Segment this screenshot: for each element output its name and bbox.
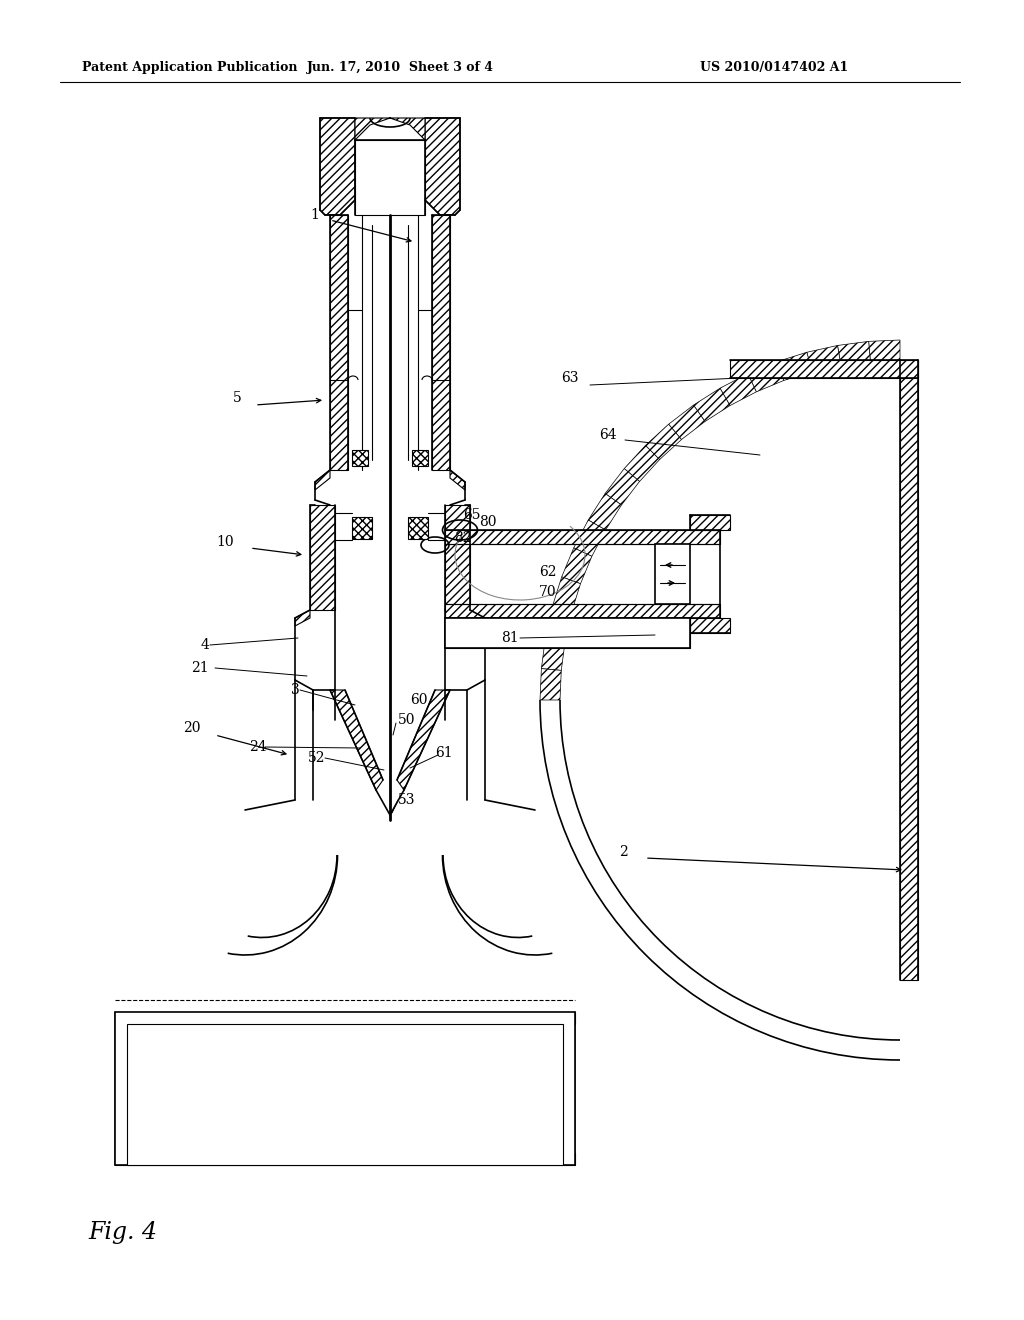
Polygon shape: [838, 342, 870, 366]
Text: 64: 64: [599, 428, 616, 442]
Polygon shape: [562, 548, 592, 583]
Bar: [352, 517, 372, 539]
Polygon shape: [690, 515, 730, 531]
Text: Patent Application Publication: Patent Application Publication: [82, 62, 298, 74]
Text: 61: 61: [435, 746, 453, 760]
Text: Fig. 4: Fig. 4: [88, 1221, 157, 1243]
Polygon shape: [540, 669, 561, 700]
Polygon shape: [115, 1012, 127, 1166]
Polygon shape: [900, 360, 918, 979]
Polygon shape: [115, 1152, 575, 1166]
Text: 82: 82: [455, 531, 472, 545]
Bar: [127, 1024, 563, 1166]
Polygon shape: [330, 690, 383, 789]
Bar: [655, 544, 690, 605]
Polygon shape: [432, 215, 450, 470]
Polygon shape: [748, 362, 783, 392]
Polygon shape: [546, 607, 571, 642]
Polygon shape: [397, 690, 450, 789]
Polygon shape: [645, 424, 681, 459]
Text: 50: 50: [398, 713, 416, 727]
Polygon shape: [693, 388, 730, 421]
Polygon shape: [669, 405, 705, 440]
Polygon shape: [542, 638, 565, 671]
Polygon shape: [730, 360, 918, 378]
Polygon shape: [315, 470, 330, 490]
Text: 80: 80: [479, 515, 497, 529]
Text: 70: 70: [540, 585, 557, 599]
Polygon shape: [868, 341, 900, 362]
Polygon shape: [445, 618, 690, 648]
Polygon shape: [115, 1012, 575, 1024]
Polygon shape: [807, 346, 841, 372]
Text: 65: 65: [463, 508, 480, 521]
Text: 5: 5: [232, 391, 242, 405]
Polygon shape: [355, 117, 425, 140]
Text: 53: 53: [398, 793, 416, 807]
Polygon shape: [720, 374, 757, 405]
Polygon shape: [445, 605, 720, 618]
Polygon shape: [310, 506, 335, 610]
Polygon shape: [777, 352, 812, 380]
Polygon shape: [588, 494, 622, 531]
Polygon shape: [625, 445, 659, 482]
Text: 62: 62: [540, 565, 557, 579]
Text: US 2010/0147402 A1: US 2010/0147402 A1: [700, 62, 848, 74]
Polygon shape: [690, 618, 730, 634]
Text: 2: 2: [618, 845, 628, 859]
Polygon shape: [573, 520, 605, 556]
Polygon shape: [552, 577, 581, 612]
Bar: [408, 517, 428, 539]
Bar: [445, 618, 690, 648]
Text: 60: 60: [410, 693, 427, 708]
Text: 63: 63: [561, 371, 579, 385]
Text: 4: 4: [201, 638, 210, 652]
Text: 52: 52: [308, 751, 326, 766]
Text: 10: 10: [216, 535, 233, 549]
Polygon shape: [330, 215, 348, 470]
Polygon shape: [563, 1012, 575, 1166]
Text: 24: 24: [249, 741, 267, 754]
Polygon shape: [605, 469, 640, 506]
Text: 20: 20: [183, 721, 201, 735]
Polygon shape: [319, 117, 355, 215]
Text: 3: 3: [291, 682, 299, 697]
Bar: [115, 1012, 575, 1166]
Text: Jun. 17, 2010  Sheet 3 of 4: Jun. 17, 2010 Sheet 3 of 4: [306, 62, 494, 74]
Bar: [412, 450, 428, 466]
Text: 81: 81: [501, 631, 519, 645]
Polygon shape: [450, 470, 465, 490]
Polygon shape: [445, 506, 470, 610]
Text: 21: 21: [191, 661, 209, 675]
Polygon shape: [470, 610, 485, 626]
Polygon shape: [355, 140, 425, 215]
Polygon shape: [445, 531, 720, 544]
Polygon shape: [425, 117, 460, 215]
Bar: [352, 450, 368, 466]
Text: 1: 1: [310, 209, 319, 222]
Polygon shape: [295, 610, 310, 626]
